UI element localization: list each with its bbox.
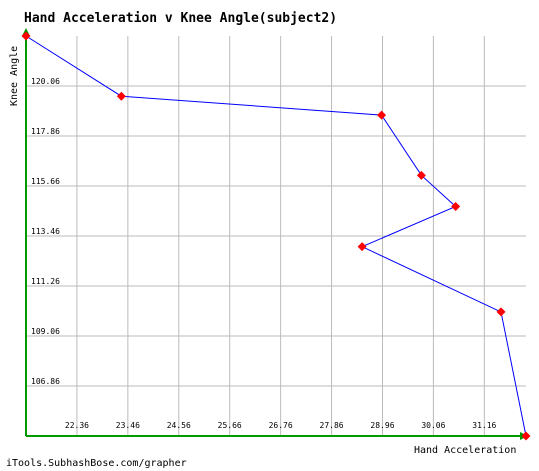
y-tick-label: 120.06: [31, 77, 60, 86]
y-tick-label: 113.46: [31, 227, 60, 236]
x-tick-label: 26.76: [269, 421, 293, 430]
x-tick-label: 25.66: [218, 421, 242, 430]
data-point: [377, 110, 387, 120]
data-point: [116, 91, 126, 101]
data-point: [521, 431, 531, 441]
axes: [22, 28, 528, 440]
x-tick-label: 30.06: [421, 421, 445, 430]
x-tick-labels: 22.36 23.46 24.56 25.66 26.76 27.86 28.96 30.06…: [65, 421, 497, 430]
x-tick-label: 24.56: [167, 421, 191, 430]
x-tick-label: 23.46: [116, 421, 140, 430]
chart-title: Hand Acceleration v Knee Angle(subject2): [24, 11, 337, 26]
y-tick-label: 117.86: [31, 127, 60, 136]
y-tick-label: 106.86: [31, 377, 60, 386]
series-line: [25, 35, 527, 437]
y-tick-label: 109.06: [31, 327, 60, 336]
x-tick-label: 31.16: [472, 421, 496, 430]
data-point: [357, 242, 367, 252]
x-axis-label: Hand Acceleration: [414, 445, 516, 456]
y-tick-labels: 120.06 117.86 115.66 113.46 111.26 109.06 106.…: [31, 77, 60, 386]
data-series: [21, 31, 531, 441]
data-point: [416, 170, 426, 180]
data-point: [21, 31, 31, 41]
x-tick-label: 27.86: [320, 421, 344, 430]
data-point: [451, 201, 461, 211]
x-tick-label: 22.36: [65, 421, 89, 430]
y-tick-label: 115.66: [31, 177, 60, 186]
footer-credit: iTools.SubhashBose.com/grapher: [6, 458, 187, 469]
y-axis-label: Knee Angle: [9, 46, 20, 106]
y-tick-label: 111.26: [31, 277, 60, 286]
grid-lines: [26, 36, 526, 436]
x-tick-label: 28.96: [370, 421, 394, 430]
data-point: [496, 307, 506, 317]
